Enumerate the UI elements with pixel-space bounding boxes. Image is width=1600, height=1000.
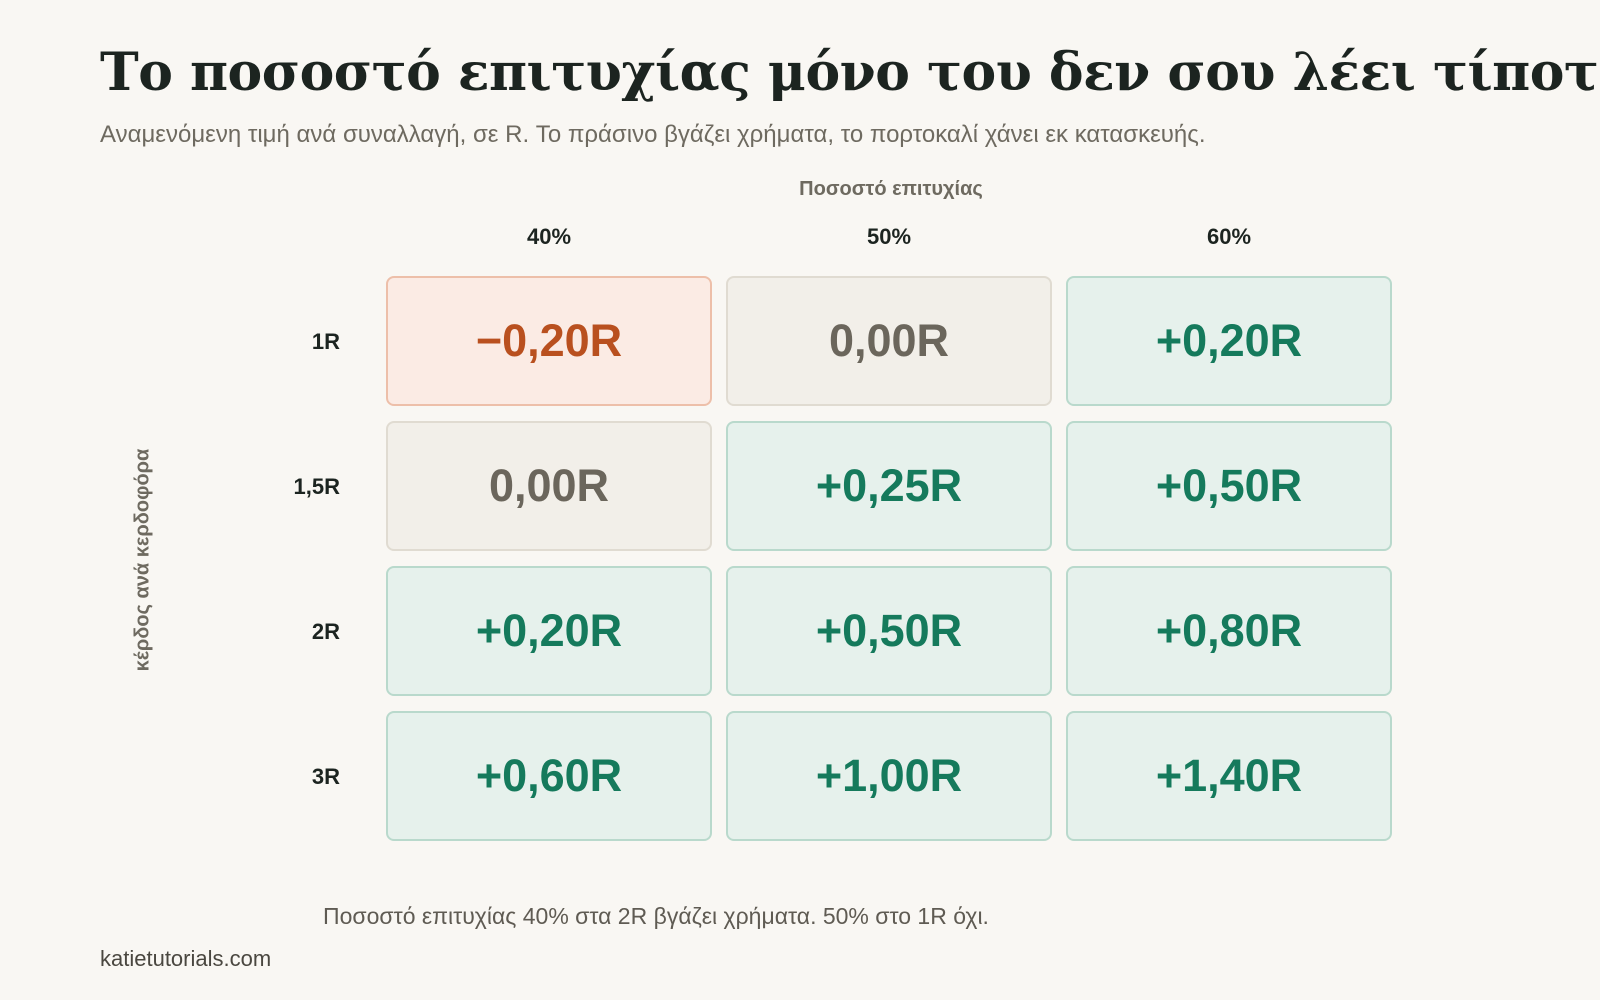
column-label: 40% <box>526 224 572 249</box>
source-credit: katietutorials.com <box>100 946 272 971</box>
heatmap-cell: +1,40R <box>1066 711 1392 841</box>
heatmap-cell: +0,20R <box>386 566 712 696</box>
heatmap-cell: +0,20R <box>1066 276 1392 406</box>
heatmap-cell: 0,00R <box>386 421 712 551</box>
heatmap-cell: +1,00R <box>726 711 1052 841</box>
chart-title: Το ποσοστό επιτυχίας μόνο του δεν σου λέ… <box>100 42 1600 103</box>
chart-subtitle: Αναμενόμενη τιμή ανά συναλλαγή, σε R. Το… <box>100 121 1206 148</box>
heatmap-cell: −0,20R <box>386 276 712 406</box>
row-label: 1R <box>311 329 340 354</box>
column-label: 50% <box>866 224 912 249</box>
row-label: 2R <box>311 619 340 644</box>
heatmap-cell: 0,00R <box>726 276 1052 406</box>
heatmap-cell: +0,50R <box>726 566 1052 696</box>
heatmap-cell: +0,50R <box>1066 421 1392 551</box>
x-axis-label: Ποσοστό επιτυχίας <box>799 178 983 200</box>
column-label: 60% <box>1206 224 1252 249</box>
row-label: 1,5R <box>293 474 340 499</box>
heatmap-cell: +0,25R <box>726 421 1052 551</box>
heatmap-cell: +0,80R <box>1066 566 1392 696</box>
heatmap-cell: +0,60R <box>386 711 712 841</box>
footnote: Ποσοστό επιτυχίας 40% στα 2R βγάζει χρήμ… <box>323 903 989 929</box>
y-axis-label: κέρδος ανά κερδοφόρα <box>131 448 154 672</box>
row-label: 3R <box>311 764 340 789</box>
